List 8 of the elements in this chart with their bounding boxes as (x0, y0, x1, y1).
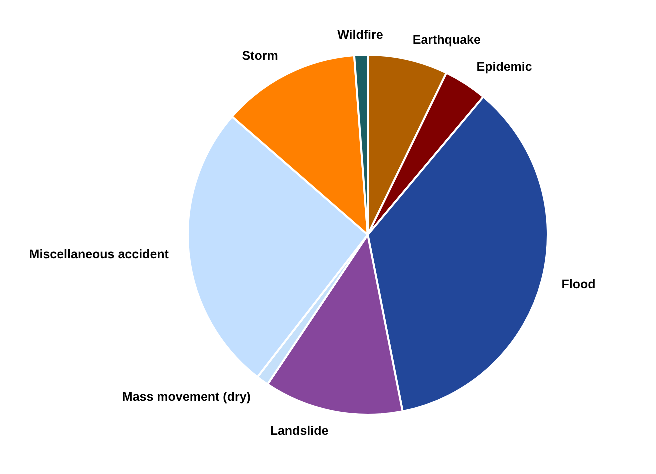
slice-label: Wildfire (338, 28, 384, 42)
slice-label: Mass movement (dry) (122, 390, 251, 404)
slice-label: Earthquake (412, 33, 481, 48)
slice-label: Landslide (270, 424, 329, 438)
slice-label: Epidemic (476, 60, 532, 74)
slice-label: Storm (242, 49, 278, 64)
slice-label: Miscellaneous accident (29, 247, 170, 262)
slice-label: Flood (562, 278, 596, 292)
